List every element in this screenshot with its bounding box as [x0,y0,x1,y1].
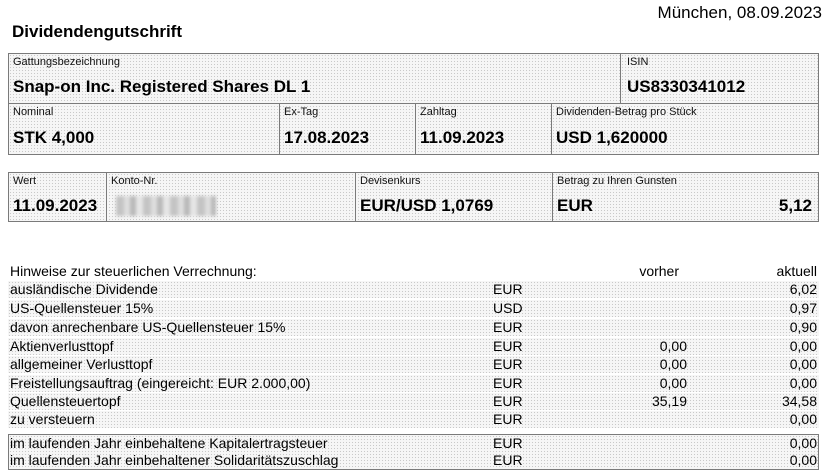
tax-row-current: 0,97 [789,300,817,316]
tax-row: ausländische Dividende EUR 6,02 [8,281,819,298]
tax-row-currency: EUR [493,281,523,297]
zahltag-label: Zahltag [420,106,457,118]
tax-row: Quellensteuertopf EUR 35,19 34,58 [8,393,819,410]
tax-row-prev: 0,00 [659,375,687,391]
tax-row-prev: 0,00 [659,338,687,354]
tax-row-current: 0,00 [789,356,817,372]
security-name: Snap-on Inc. Registered Shares DL 1 [13,77,311,96]
tax-row-current: 0,00 [789,411,817,427]
dividend-value: USD 1,620000 [556,128,668,147]
tax-row-currency: USD [493,300,523,316]
security-box: Gattungsbezeichnung Snap-on Inc. Registe… [8,53,819,155]
nominal-value: STK 4,000 [13,128,95,147]
tax-row-prev: 35,19 [651,393,687,409]
tax-row-current: 0,90 [789,319,817,335]
nominal-label: Nominal [13,106,54,118]
tax-row-current: 0,00 [789,375,817,391]
tax-row-current: 0,00 [789,435,817,451]
security-name-label: Gattungsbezeichnung [13,56,121,68]
tax-row-current: 0,00 [789,338,817,354]
isin-value: US8330341012 [627,77,746,96]
tax-row-current: 0,00 [789,452,817,468]
tax-heading: Hinweise zur steuerlichen Verrechnung: [10,263,257,279]
tax-row-label: Quellensteuertopf [10,393,121,409]
tax-col-prev: vorher [639,263,679,279]
tax-row-label: davon anrechenbare US-Quellensteuer 15% [10,319,286,335]
wert-value: 11.09.2023 [13,196,98,215]
tax-row: US-Quellensteuer 15% USD 0,97 [8,300,819,317]
devisenkurs-label: Devisenkurs [360,175,421,187]
tax-row-currency: EUR [493,375,523,391]
tax-row: davon anrechenbare US-Quellensteuer 15% … [8,319,819,336]
tax-row: zu versteuern EUR 0,00 [8,411,819,428]
tax-row-currency: EUR [493,338,523,354]
tax-row-current: 34,58 [781,393,817,409]
tax-row-label: im laufenden Jahr einbehaltene Kapitaler… [10,435,328,451]
tax-row-label: allgemeiner Verlusttopf [10,356,153,372]
tax-row-label: zu versteuern [10,411,95,427]
place-date: München, 08.09.2023 [657,3,822,22]
isin-label: ISIN [627,56,649,68]
tax-col-current: aktuell [776,263,817,279]
payment-box: Wert 11.09.2023 Konto-Nr. Devisenkurs EU… [8,172,819,222]
betrag-currency: EUR [557,196,593,215]
konto-label: Konto-Nr. [111,175,158,187]
tax-row-label: ausländische Dividende [10,281,158,297]
tax-row-currency: EUR [493,435,523,451]
ex-tag-label: Ex-Tag [284,106,319,118]
tax-row: im laufenden Jahr einbehaltene Kapitaler… [8,435,819,452]
devisenkurs-value: EUR/USD 1,0769 [360,196,494,215]
tax-row-prev: 0,00 [659,356,687,372]
tax-row-label: Aktienverlusttopf [10,338,114,354]
tax-row-currency: EUR [493,356,523,372]
tax-row-currency: EUR [493,319,523,335]
tax-row-currency: EUR [493,411,523,427]
tax-row: Freistellungsauftrag (eingereicht: EUR 2… [8,375,819,392]
tax-row: allgemeiner Verlusttopf EUR 0,00 0,00 [8,356,819,373]
tax-row-current: 6,02 [789,281,817,297]
document-title: Dividendengutschrift [12,22,183,41]
betrag-label: Betrag zu Ihren Gunsten [557,175,677,187]
dividend-label: Dividenden-Betrag pro Stück [556,106,697,118]
tax-row: Aktienverlusttopf EUR 0,00 0,00 [8,338,819,355]
betrag-value: 5,12 [778,196,812,215]
tax-row-label: US-Quellensteuer 15% [10,300,154,316]
wert-label: Wert [13,175,37,187]
tax-row-label: im laufenden Jahr einbehaltener Solidari… [10,452,339,468]
tax-row-currency: EUR [493,452,523,468]
ex-tag-value: 17.08.2023 [284,128,370,147]
withheld-tax-box [8,434,819,470]
tax-row-currency: EUR [493,393,523,409]
account-number-redacted [116,196,216,216]
tax-row-label: Freistellungsauftrag (eingereicht: EUR 2… [10,375,311,391]
zahltag-value: 11.09.2023 [420,128,505,147]
tax-row: im laufenden Jahr einbehaltener Solidari… [8,452,819,469]
